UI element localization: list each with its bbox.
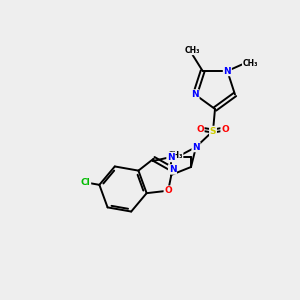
Text: O: O [164, 186, 172, 195]
Text: CH₃: CH₃ [243, 58, 258, 68]
Text: O: O [221, 124, 229, 134]
Text: N: N [191, 90, 199, 99]
Text: N: N [224, 67, 231, 76]
Text: CH₃: CH₃ [167, 151, 183, 160]
Text: N: N [169, 165, 176, 174]
Text: S: S [210, 127, 216, 136]
Text: Cl: Cl [81, 178, 91, 187]
Text: N: N [192, 142, 200, 152]
Text: O: O [196, 124, 204, 134]
Text: N: N [167, 152, 175, 161]
Text: CH₃: CH₃ [185, 46, 200, 55]
